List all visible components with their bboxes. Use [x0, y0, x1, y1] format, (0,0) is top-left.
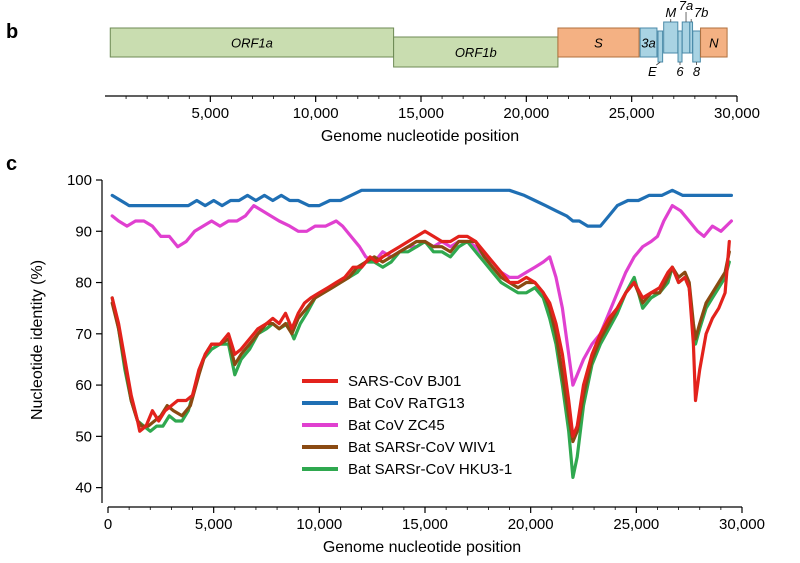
gene-m [663, 21, 679, 54]
panel-b-letter: b [6, 21, 18, 43]
panel-c-y-tick-label: 80 [75, 275, 92, 292]
gene-leader-e [656, 61, 661, 66]
panel-c-x-tick-label: 10,000 [296, 516, 342, 533]
gene-3a [639, 27, 658, 58]
panel-c-x-tick-label: 5,000 [195, 516, 233, 533]
gene-6 [677, 30, 683, 63]
gene-8 [692, 30, 701, 63]
gene-orf1a [109, 27, 395, 58]
gene-label-m: M [665, 5, 676, 20]
legend-item-bat-cov-zc45: Bat CoV ZC45 [302, 417, 445, 434]
series-line-sars-cov-bj01 [110, 229, 731, 438]
panel-c-y-tick-label: 90 [75, 223, 92, 240]
legend-item-bat-sarsr-cov-hku3-1: Bat SARSr-CoV HKU3-1 [302, 461, 512, 478]
legend-item-sars-cov-bj01: SARS-CoV BJ01 [302, 373, 461, 390]
gene-label-orf1a: ORF1a [231, 36, 273, 51]
legend-label: Bat CoV RaTG13 [348, 395, 465, 412]
gene-label-orf1b: ORF1b [455, 45, 497, 60]
panel-c-x-tick-label: 30,000 [719, 516, 765, 533]
panel-c-x-axis-title: Genome nucleotide position [323, 539, 521, 556]
gene-label-e: E [648, 64, 657, 79]
gene-label-7a: 7a [679, 0, 693, 13]
panel-c-y-tick-label: 40 [75, 480, 92, 497]
gene-s [557, 27, 640, 58]
panel-c-y-axis-title: Nucleotide identity (%) [29, 260, 46, 420]
panel-b-x-tick-label: 25,000 [609, 105, 655, 122]
series-line-bat-cov-ratg13 [110, 188, 733, 228]
gene-label-3a: 3a [641, 36, 655, 51]
panel-b-x-tick-label: 10,000 [293, 105, 339, 122]
panel-c-y-tick-label: 60 [75, 377, 92, 394]
line-plot: 40 50 60 70 80 90 100 0 5,000 10,000 15,000 20,000 2… [67, 172, 765, 533]
gene-label-7b: 7b [694, 5, 708, 20]
gene-label-8: 8 [693, 64, 701, 79]
panel-b-x-tick-label: 30,000 [714, 105, 760, 122]
legend-item-bat-cov-ratg13: Bat CoV RaTG13 [302, 395, 465, 412]
gene-label-n: N [709, 36, 719, 51]
panel-b-x-tick-label: 15,000 [398, 105, 444, 122]
panel-c-y-tick-label: 70 [75, 326, 92, 343]
panel-c-letter: c [6, 153, 17, 175]
panel-c-x-tick-label: 20,000 [508, 516, 554, 533]
gene-label-s: S [594, 36, 603, 51]
panel-b-x-tick-label: 20,000 [503, 105, 549, 122]
legend-label: Bat SARSr-CoV WIV1 [348, 439, 496, 456]
legend-label: Bat SARSr-CoV HKU3-1 [348, 461, 512, 478]
panel-c-y-tick-label: 50 [75, 428, 92, 445]
legend: SARS-CoV BJ01 Bat CoV RaTG13 Bat CoV ZC45 B… [302, 373, 512, 478]
legend-label: SARS-CoV BJ01 [348, 373, 461, 390]
gene-orf1b [393, 36, 559, 68]
gene-e [657, 30, 664, 63]
genome-map: ORF1a ORF1b S 3a E M 6 7a 7b 8N [109, 0, 728, 79]
panel-b-x-tick-label: 5,000 [192, 105, 230, 122]
legend-item-bat-sarsr-cov-wiv1: Bat SARSr-CoV WIV1 [302, 439, 496, 456]
gene-label-6: 6 [676, 64, 684, 79]
legend-label: Bat CoV ZC45 [348, 417, 445, 434]
panel-c-x-tick-label: 25,000 [613, 516, 659, 533]
panel-b-x-axis-title: Genome nucleotide position [321, 128, 519, 145]
panel-c-x-tick-label: 0 [104, 516, 112, 533]
panel-c-x-tick-label: 15,000 [402, 516, 448, 533]
panel-b-x-axis: 5,000 10,000 15,000 20,000 25,000 30,000 [105, 95, 760, 122]
gene-7a [681, 21, 691, 54]
gene-7b [689, 21, 694, 54]
gene-n [700, 27, 728, 58]
panel-c-y-tick-label: 100 [67, 172, 92, 189]
